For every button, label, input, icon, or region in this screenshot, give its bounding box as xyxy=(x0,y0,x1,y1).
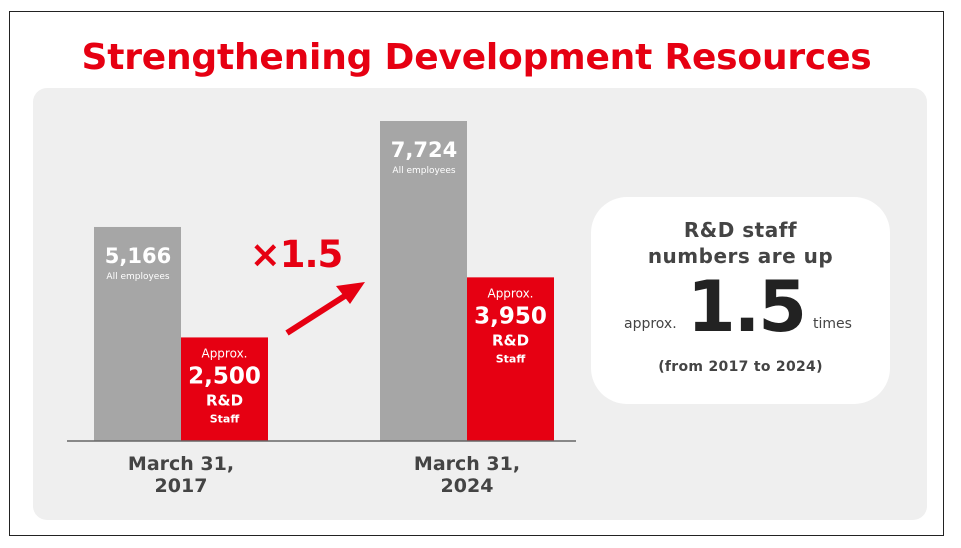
bar-value-label: 7,724 xyxy=(391,138,457,162)
x-tick-label: March 31, xyxy=(128,453,234,475)
bar-series-label: All employees xyxy=(106,272,169,282)
page-title: Strengthening Development Resources xyxy=(81,37,872,78)
card-heading-line: R&D staff xyxy=(683,218,798,242)
card-note: (from 2017 to 2024) xyxy=(658,359,823,375)
bar-rd-staff xyxy=(181,337,268,441)
bar-value-label: 3,950 xyxy=(474,303,547,329)
bar-rd-staff xyxy=(467,277,554,441)
bar-prefix-label: Approx. xyxy=(487,286,533,300)
growth-arrow-shaft xyxy=(285,289,353,336)
bar-all-employees xyxy=(380,121,467,441)
card-times-label: times xyxy=(813,316,852,332)
bar-prefix-label: Approx. xyxy=(201,346,247,360)
x-tick-label: 2024 xyxy=(441,475,494,497)
bar-all-employees xyxy=(94,226,181,441)
bar-series-label: All employees xyxy=(392,166,455,176)
card-heading: R&D staff numbers are up xyxy=(591,217,890,269)
bar-series-label: Staff xyxy=(210,412,240,425)
x-tick-label: March 31, xyxy=(414,453,520,475)
bar-series-label: Staff xyxy=(496,352,526,365)
summary-card: R&D staff numbers are up approx. 1.5 time… xyxy=(591,197,890,404)
bar-series-label: R&D xyxy=(492,331,529,349)
card-approx-label: approx. xyxy=(624,316,677,332)
x-tick-label: 2017 xyxy=(155,475,208,497)
card-heading-line: numbers are up xyxy=(647,244,834,268)
bar-value-label: 2,500 xyxy=(188,363,261,389)
bar-value-label: 5,166 xyxy=(105,244,171,268)
bar-series-label: R&D xyxy=(206,391,243,409)
growth-multiplier-label: ×1.5 xyxy=(250,233,343,276)
card-multiplier-number: 1.5 xyxy=(687,266,807,348)
growth-arrow-head xyxy=(336,282,365,304)
